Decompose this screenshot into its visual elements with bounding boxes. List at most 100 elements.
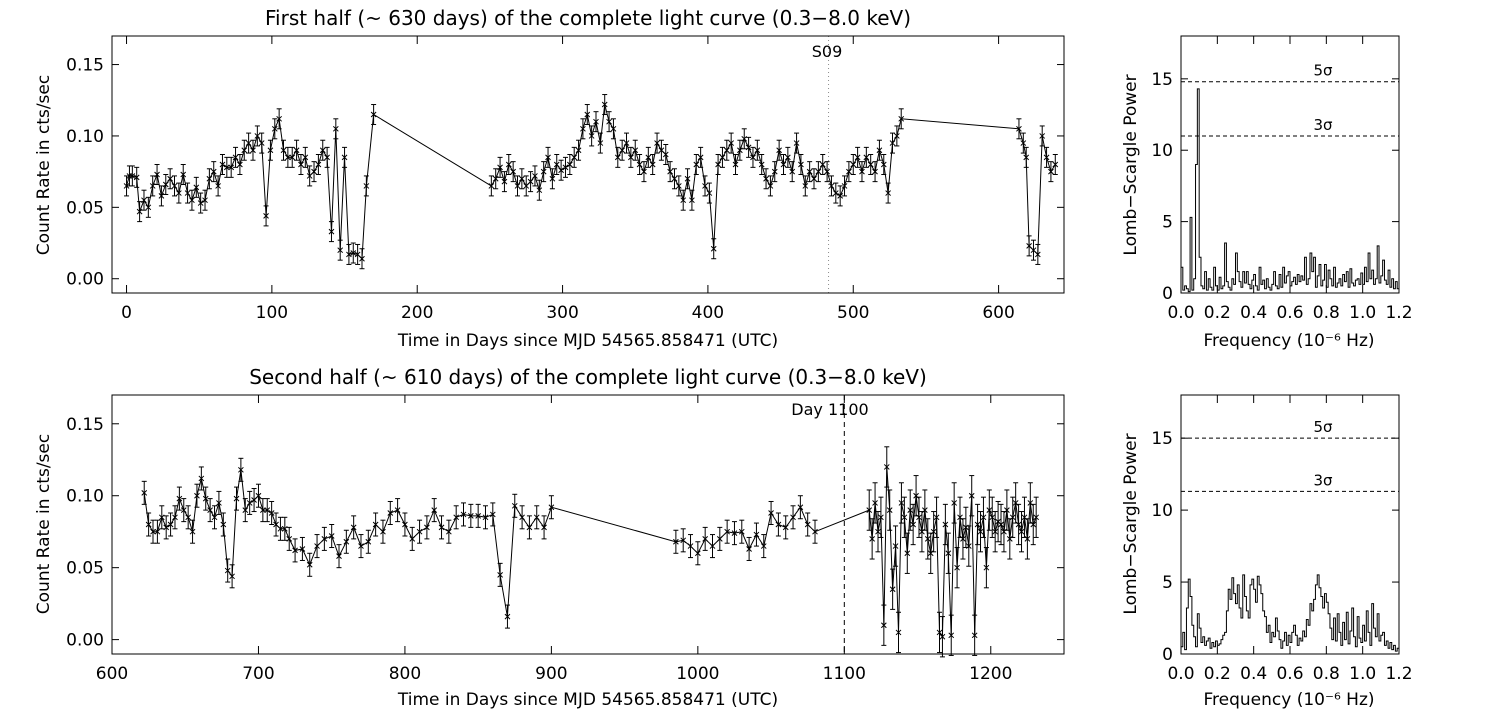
- data-point: [804, 521, 811, 528]
- data-point: [370, 111, 377, 118]
- data-point: [971, 632, 978, 639]
- data-point: [945, 550, 952, 557]
- data-point: [1052, 161, 1059, 168]
- data-point: [673, 538, 679, 545]
- data-point: [216, 500, 222, 506]
- data-point: [675, 183, 682, 189]
- panel2-xtick-label: 0.8: [1313, 303, 1340, 323]
- data-point: [141, 197, 147, 204]
- lightcurve-first-half-ylabel: Count Rate in cts/sec: [34, 75, 54, 255]
- data-point: [172, 514, 178, 521]
- day-1100-annotation: Day 1100: [791, 400, 868, 419]
- data-point: [1034, 251, 1041, 258]
- data-point: [597, 140, 604, 146]
- data-point: [992, 528, 999, 535]
- data-point: [519, 514, 525, 521]
- data-point: [154, 528, 161, 535]
- data-point: [872, 500, 878, 506]
- data-point: [806, 168, 813, 175]
- data-point: [180, 507, 187, 513]
- data-point: [359, 255, 365, 262]
- data-point: [489, 511, 496, 518]
- data-point: [619, 147, 626, 154]
- data-point: [1033, 514, 1040, 521]
- panel2-xtick-label: 1.0: [1349, 303, 1376, 323]
- data-point: [1004, 507, 1010, 513]
- data-point: [886, 507, 893, 513]
- data-point: [623, 140, 630, 146]
- data-point: [358, 543, 364, 549]
- data-point: [614, 154, 621, 161]
- data-point: [246, 500, 253, 506]
- data-point: [907, 507, 914, 513]
- data-point: [812, 528, 818, 535]
- data-point: [206, 175, 213, 182]
- data-point: [302, 154, 309, 161]
- data-point: [299, 546, 306, 552]
- data-point: [724, 528, 730, 535]
- data-point: [680, 537, 687, 544]
- data-point: [540, 168, 547, 175]
- data-point: [584, 111, 591, 118]
- panel3-xtick-label: 0.8: [1313, 664, 1340, 684]
- data-point: [632, 147, 639, 154]
- data-point: [942, 521, 949, 528]
- panel1-xtick-label: 800: [389, 664, 421, 684]
- data-point: [558, 167, 564, 174]
- data-point: [974, 521, 981, 528]
- data-point: [850, 161, 857, 168]
- panel0-ytick-label: 0.00: [66, 270, 104, 290]
- data-point: [789, 168, 796, 175]
- data-point: [220, 521, 227, 528]
- data-point: [706, 190, 713, 196]
- data-point: [198, 475, 205, 482]
- periodogram-second-half-panel: Frequency (10⁻⁶ Hz) Lomb−Scargle Power 0…: [1121, 394, 1413, 710]
- data-point: [645, 154, 652, 161]
- panel3-ytick-label: 5: [1162, 573, 1173, 593]
- data-point: [311, 168, 317, 175]
- data-point: [250, 147, 256, 154]
- data-point: [968, 492, 975, 499]
- data-point: [782, 524, 789, 531]
- data-point: [380, 528, 386, 535]
- data-point: [228, 164, 235, 171]
- data-point: [1016, 125, 1022, 132]
- data-point: [894, 133, 900, 139]
- data-point: [438, 524, 445, 531]
- periodogram-second-half-frame: [1180, 394, 1400, 655]
- data-point: [636, 161, 643, 168]
- data-point: [811, 175, 817, 182]
- data-point: [194, 492, 200, 499]
- data-point: [684, 175, 691, 182]
- data-point: [680, 197, 687, 204]
- periodogram-second-half-plot: 0 5 10 15 0.0 0.2 0.4 0.6 0.8 1.0 1.2 5σ 3σ: [1151, 395, 1413, 684]
- data-point: [409, 536, 416, 542]
- data-point: [548, 504, 555, 511]
- data-point: [702, 536, 709, 542]
- data-point: [549, 175, 556, 182]
- lightcurve-first-half-plot: 0.00 0.05 0.10 0.15 0 100 200 300 400 500 600: [66, 36, 1064, 323]
- data-point: [346, 251, 352, 258]
- data-point: [1015, 521, 1022, 528]
- data-point: [1018, 528, 1025, 535]
- panel1-series-line: [143, 466, 1037, 639]
- data-point: [189, 197, 195, 204]
- panel3-xtick-label: 1.2: [1385, 664, 1412, 684]
- data-point: [328, 228, 335, 235]
- data-point: [453, 514, 460, 521]
- lightcurve-second-half-ylabel: Count Rate in cts/sec: [34, 434, 54, 614]
- data-point: [924, 536, 931, 542]
- data-point: [505, 161, 512, 168]
- data-point: [238, 466, 244, 473]
- data-point: [541, 524, 547, 531]
- panel3-xtick-label: 0.4: [1240, 664, 1267, 684]
- data-point: [277, 525, 284, 532]
- periodogram-first-half-panel: Frequency (10⁻⁶ Hz) Lomb−Scargle Power 0…: [1121, 35, 1413, 351]
- data-point: [215, 183, 221, 189]
- data-point: [1023, 154, 1030, 161]
- data-point: [533, 514, 540, 521]
- data-point: [654, 140, 660, 146]
- data-point: [776, 147, 782, 154]
- data-point: [1030, 247, 1037, 254]
